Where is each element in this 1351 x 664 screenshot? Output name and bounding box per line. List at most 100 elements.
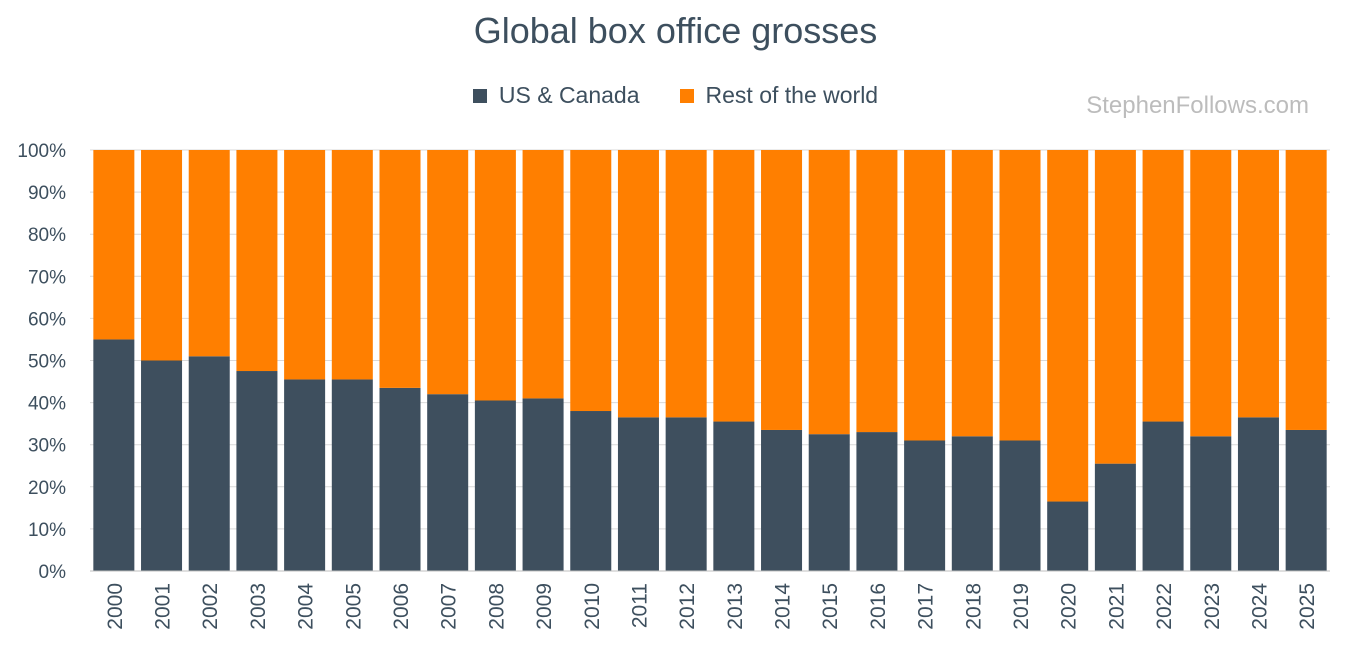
- bar-rest-of-world: [808, 150, 850, 435]
- bar-rest-of-world: [1047, 150, 1089, 502]
- x-tick-label: 2010: [581, 583, 604, 630]
- x-tick-label: 2016: [867, 583, 890, 630]
- x-tick-label: 2005: [342, 583, 365, 630]
- bar-us-canada: [617, 417, 659, 571]
- bar-us-canada: [570, 411, 612, 571]
- bar-rest-of-world: [93, 150, 135, 340]
- x-tick-label: 2007: [438, 583, 461, 630]
- bar-rest-of-world: [331, 150, 373, 380]
- bar-us-canada: [1237, 417, 1279, 571]
- x-tick-label: 2024: [1248, 583, 1271, 630]
- x-tick-label: 2001: [152, 583, 175, 630]
- bar-rest-of-world: [188, 150, 230, 357]
- y-tick-label: 90%: [28, 183, 66, 204]
- chart-title: Global box office grosses: [473, 10, 878, 51]
- x-tick-label: 2021: [1105, 583, 1128, 630]
- bar-us-canada: [1142, 421, 1184, 571]
- bar-us-canada: [951, 436, 993, 571]
- x-tick-label: 2020: [1058, 583, 1081, 630]
- x-tick-label: 2012: [676, 583, 699, 630]
- bar-rest-of-world: [427, 150, 469, 395]
- bar-us-canada: [284, 379, 326, 571]
- bar-rest-of-world: [1285, 150, 1327, 430]
- bar-rest-of-world: [522, 150, 564, 399]
- bar-us-canada: [236, 371, 278, 571]
- bar-rest-of-world: [904, 150, 946, 441]
- bar-rest-of-world: [141, 150, 183, 361]
- x-tick-label: 2019: [1010, 583, 1033, 630]
- x-tick-label: 2018: [962, 583, 985, 630]
- x-tick-label: 2017: [915, 583, 938, 630]
- x-tick-label: 2003: [247, 583, 270, 630]
- x-tick-label: 2000: [104, 583, 127, 630]
- y-tick-label: 10%: [28, 520, 66, 541]
- bar-us-canada: [713, 421, 755, 571]
- legend-label-rest-of-world: Rest of the world: [705, 82, 879, 108]
- bar-us-canada: [999, 440, 1041, 571]
- bar-rest-of-world: [474, 150, 516, 401]
- x-tick-label: 2014: [772, 583, 795, 630]
- x-tick-label: 2004: [295, 583, 318, 630]
- bar-rest-of-world: [761, 150, 803, 430]
- y-tick-label: 80%: [28, 225, 66, 246]
- y-tick-label: 30%: [28, 436, 66, 457]
- bar-us-canada: [856, 432, 898, 571]
- y-tick-label: 40%: [28, 394, 66, 415]
- bar-rest-of-world: [1142, 150, 1184, 422]
- legend-item-us-canada: US & Canada: [472, 82, 640, 109]
- bar-rest-of-world: [999, 150, 1041, 441]
- bar-us-canada: [1190, 436, 1232, 571]
- bar-us-canada: [331, 379, 373, 571]
- bar-us-canada: [904, 440, 946, 571]
- x-tick-label: 2015: [819, 583, 842, 630]
- y-tick-label: 60%: [28, 309, 66, 330]
- x-tick-label: 2008: [485, 583, 508, 630]
- legend-label-us-canada: US & Canada: [498, 82, 640, 108]
- watermark: StephenFollows.com: [1086, 92, 1309, 119]
- x-tick-label: 2013: [724, 583, 747, 630]
- bar-rest-of-world: [284, 150, 326, 380]
- x-tick-label: 2002: [199, 583, 222, 630]
- bar-rest-of-world: [1190, 150, 1232, 437]
- x-tick-label: 2022: [1153, 583, 1176, 630]
- bar-us-canada: [522, 398, 564, 571]
- legend-swatch-us-canada: [472, 88, 487, 103]
- bar-us-canada: [188, 356, 230, 571]
- bar-rest-of-world: [1094, 150, 1136, 464]
- bar-rest-of-world: [713, 150, 755, 422]
- bar-us-canada: [1285, 429, 1327, 571]
- legend-item-rest-of-world: Rest of the world: [679, 82, 879, 109]
- x-tick-label: 2023: [1201, 583, 1224, 630]
- bar-us-canada: [93, 339, 135, 571]
- y-tick-label: 0%: [39, 562, 67, 583]
- bar-us-canada: [1094, 463, 1136, 571]
- legend: US & Canada Rest of the world: [0, 82, 1351, 109]
- bar-rest-of-world: [379, 150, 421, 388]
- bar-rest-of-world: [236, 150, 278, 372]
- legend-swatch-rest-of-world: [679, 88, 694, 103]
- bar-us-canada: [665, 417, 707, 571]
- bar-rest-of-world: [1237, 150, 1279, 418]
- bar-rest-of-world: [665, 150, 707, 418]
- y-tick-label: 70%: [28, 267, 66, 288]
- bar-us-canada: [1047, 501, 1089, 571]
- y-tick-label: 100%: [17, 141, 66, 162]
- x-tick-label: 2011: [628, 583, 651, 628]
- x-tick-label: 2006: [390, 583, 413, 630]
- x-tick-label: 2009: [533, 583, 556, 630]
- x-tick-label: 2025: [1296, 583, 1319, 630]
- bar-us-canada: [427, 394, 469, 571]
- y-tick-label: 50%: [28, 352, 66, 373]
- bar-rest-of-world: [951, 150, 993, 437]
- bar-us-canada: [379, 387, 421, 571]
- y-tick-label: 20%: [28, 478, 66, 499]
- bar-us-canada: [474, 400, 516, 571]
- bar-us-canada: [761, 429, 803, 571]
- bar-us-canada: [808, 434, 850, 571]
- bar-rest-of-world: [856, 150, 898, 433]
- bar-us-canada: [141, 360, 183, 571]
- bar-rest-of-world: [570, 150, 612, 412]
- bar-rest-of-world: [617, 150, 659, 418]
